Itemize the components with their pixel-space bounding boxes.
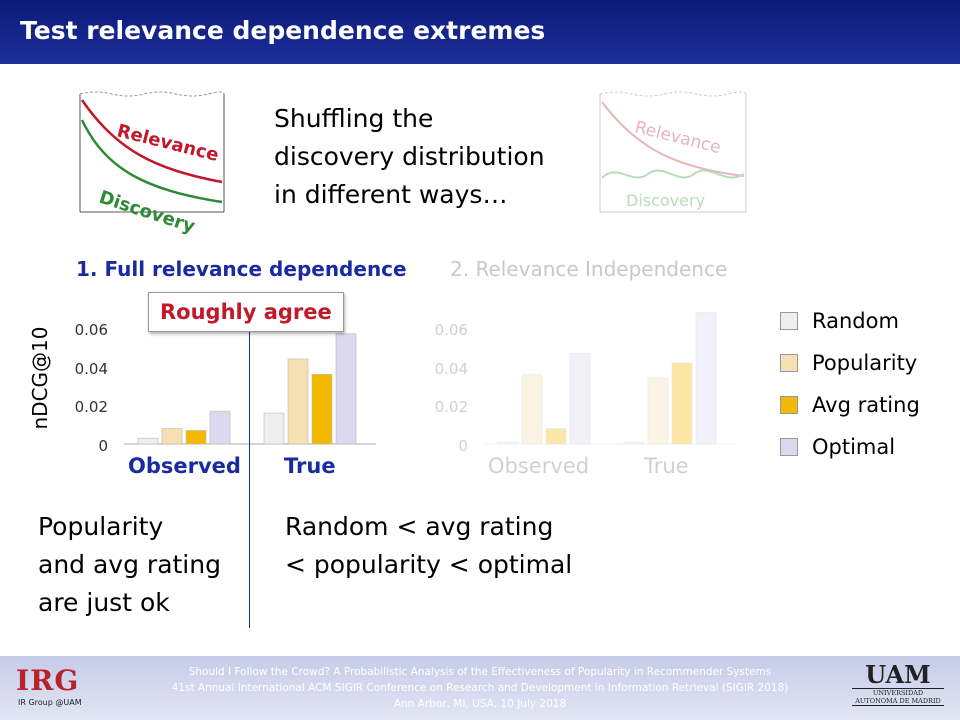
plot-area [484, 312, 736, 445]
bar-popularity-observed [161, 428, 183, 445]
x-category-label: Observed [488, 454, 590, 478]
bar-popularity-true [647, 377, 669, 445]
bar-optimal-observed [569, 352, 591, 445]
legend-item-avg-rating: Avg rating [780, 384, 920, 426]
legend-swatch [780, 396, 798, 414]
relevance-label: Relevance [633, 117, 723, 158]
discovery-curve [80, 119, 223, 204]
y-tick: 0.04 [74, 360, 108, 378]
bar-optimal-observed [209, 410, 231, 445]
bar-avg-rating-true [311, 374, 333, 445]
intro-line: discovery distribution [274, 142, 545, 171]
tear-edge [79, 91, 225, 97]
legend-label: Optimal [812, 435, 896, 459]
footer-line: Should I Follow the Crowd? A Probabilist… [188, 666, 772, 678]
roughly-agree-badge: Roughly agree [148, 292, 344, 332]
chart-legend: Random Popularity Avg rating Optimal [780, 300, 920, 468]
y-axis-label: nDCG@10 [28, 326, 52, 430]
footer-line: Ann Arbor, MI, USA, 10 July 2018 [393, 698, 567, 710]
uam-logo-text: UAM [865, 660, 931, 689]
relevance-label: Relevance [115, 120, 221, 166]
legend-item-popularity: Popularity [780, 342, 920, 384]
x-category-label: True [644, 454, 689, 478]
footer-citation: Should I Follow the Crowd? A Probabilist… [120, 664, 840, 712]
chart-full-dependence: 0 0.02 0.04 0.06 Observed True [60, 300, 390, 490]
legend-swatch [780, 312, 798, 330]
y-tick: 0.02 [74, 398, 108, 416]
bar-popularity-observed [521, 374, 543, 445]
bar-avg-rating-observed [545, 428, 567, 445]
divider-line [249, 306, 250, 628]
section-heading-independence: 2. Relevance Independence [450, 257, 728, 281]
bar-optimal-true [335, 333, 357, 445]
x-category-label: True [284, 454, 336, 478]
y-tick: 0.02 [434, 398, 468, 416]
legend-label: Random [812, 309, 899, 333]
bar-random-true [263, 412, 285, 445]
legend-item-random: Random [780, 300, 920, 342]
conclusion-line: Random < avg rating [285, 512, 554, 541]
bar-random-observed [137, 437, 159, 445]
uam-logo-subtitle: UNIVERSIDAD AUTONOMA DE MADRID [852, 688, 944, 706]
y-tick: 0 [98, 437, 108, 455]
bar-avg-rating-true [671, 362, 693, 445]
footer: Should I Follow the Crowd? A Probabilist… [0, 656, 960, 720]
discovery-curve [601, 169, 745, 179]
conclusion-line: < popularity < optimal [285, 550, 573, 579]
conclusion-right: Random < avg rating < popularity < optim… [285, 508, 605, 584]
x-category-label: Observed [128, 454, 241, 478]
bar-random-true [623, 441, 645, 445]
slide-title: Test relevance dependence extremes [20, 16, 546, 45]
legend-swatch [780, 354, 798, 372]
conclusion-line: are just ok [38, 588, 170, 617]
bar-avg-rating-observed [185, 430, 207, 445]
legend-item-optimal: Optimal [780, 426, 920, 468]
intro-line: in different ways… [274, 180, 508, 209]
bar-popularity-true [287, 358, 309, 445]
uam-logo: UAM UNIVERSIDAD AUTONOMA DE MADRID [852, 662, 944, 706]
legend-label: Popularity [812, 351, 918, 375]
intro-line: Shuffling the [274, 104, 434, 133]
conclusion-left: Popularity and avg rating are just ok [38, 508, 248, 622]
y-tick: 0 [458, 437, 468, 455]
title-bar: Test relevance dependence extremes [0, 0, 960, 64]
irg-logo-subtitle: IR Group @UAM [18, 698, 82, 707]
relevance-curve [601, 101, 745, 177]
relevance-curve [80, 99, 223, 184]
conclusion-line: and avg rating [38, 550, 221, 579]
plot-area [124, 333, 376, 445]
discovery-label: Discovery [626, 191, 705, 210]
irg-logo: IRG [16, 664, 80, 697]
section-heading-full: 1. Full relevance dependence [76, 257, 407, 281]
y-tick: 0.06 [434, 321, 468, 339]
y-tick: 0.06 [74, 321, 108, 339]
footer-line: 41st Annual International ACM SIGIR Conf… [171, 682, 789, 694]
legend-swatch [780, 438, 798, 456]
legend-label: Avg rating [812, 393, 920, 417]
chart-relevance-independence: 0 0.02 0.04 0.06 Observed True [420, 300, 750, 490]
conclusion-line: Popularity [38, 512, 164, 541]
bar-optimal-true [695, 312, 717, 445]
relevance-discovery-diagram-right: Relevance Discovery [599, 91, 747, 213]
y-tick: 0.04 [434, 360, 468, 378]
intro-text: Shuffling the discovery distribution in … [274, 100, 574, 214]
relevance-discovery-diagram-left: Relevance Discovery [79, 91, 225, 238]
bar-random-observed [497, 441, 519, 445]
